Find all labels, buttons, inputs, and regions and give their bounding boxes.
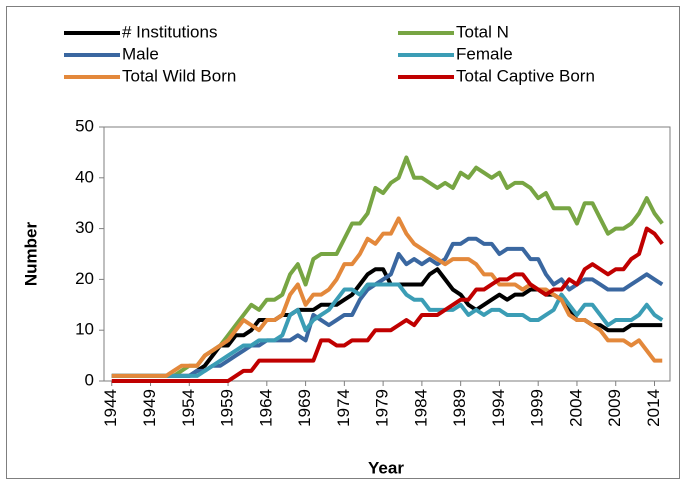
x-tick-label: 1999 bbox=[528, 389, 547, 427]
x-tick-label: 1949 bbox=[140, 389, 159, 427]
series-line bbox=[111, 155, 664, 378]
x-tick-label: 2014 bbox=[644, 389, 663, 427]
chart-frame bbox=[6, 6, 680, 479]
x-tick-label: 1974 bbox=[334, 389, 353, 427]
y-tick-label: 10 bbox=[75, 320, 94, 339]
x-tick-label: 1964 bbox=[256, 389, 275, 427]
x-tick-label: 2009 bbox=[605, 389, 624, 427]
x-tick-label: 1969 bbox=[295, 389, 314, 427]
y-axis-label: Number bbox=[21, 222, 40, 287]
x-tick-label: 1994 bbox=[489, 389, 508, 427]
series-line bbox=[111, 226, 664, 383]
legend-label: Total Wild Born bbox=[122, 66, 236, 85]
x-tick-label: 1954 bbox=[179, 389, 198, 427]
x-tick-label: 1989 bbox=[450, 389, 469, 427]
legend-label: Total Captive Born bbox=[456, 66, 595, 85]
legend-label: # Institutions bbox=[122, 22, 217, 41]
series-line bbox=[111, 282, 664, 378]
x-tick-label: 1944 bbox=[101, 389, 120, 427]
plot-frame bbox=[103, 126, 671, 382]
series-line bbox=[111, 216, 663, 378]
x-tick-label: 1984 bbox=[411, 389, 430, 427]
x-tick-label: 1959 bbox=[218, 389, 237, 427]
y-tick-label: 20 bbox=[75, 269, 94, 288]
x-axis-label: Year bbox=[368, 458, 404, 477]
y-tick-label: 30 bbox=[75, 218, 94, 237]
series-line bbox=[111, 236, 664, 378]
y-tick-label: 50 bbox=[75, 116, 94, 135]
x-tick-label: 2004 bbox=[566, 389, 585, 427]
legend-label: Total N bbox=[456, 22, 509, 41]
y-tick-label: 0 bbox=[85, 370, 94, 389]
y-tick-label: 40 bbox=[75, 167, 94, 186]
legend-label: Male bbox=[122, 44, 159, 63]
x-tick-label: 1979 bbox=[373, 389, 392, 427]
legend-label: Female bbox=[456, 44, 513, 63]
